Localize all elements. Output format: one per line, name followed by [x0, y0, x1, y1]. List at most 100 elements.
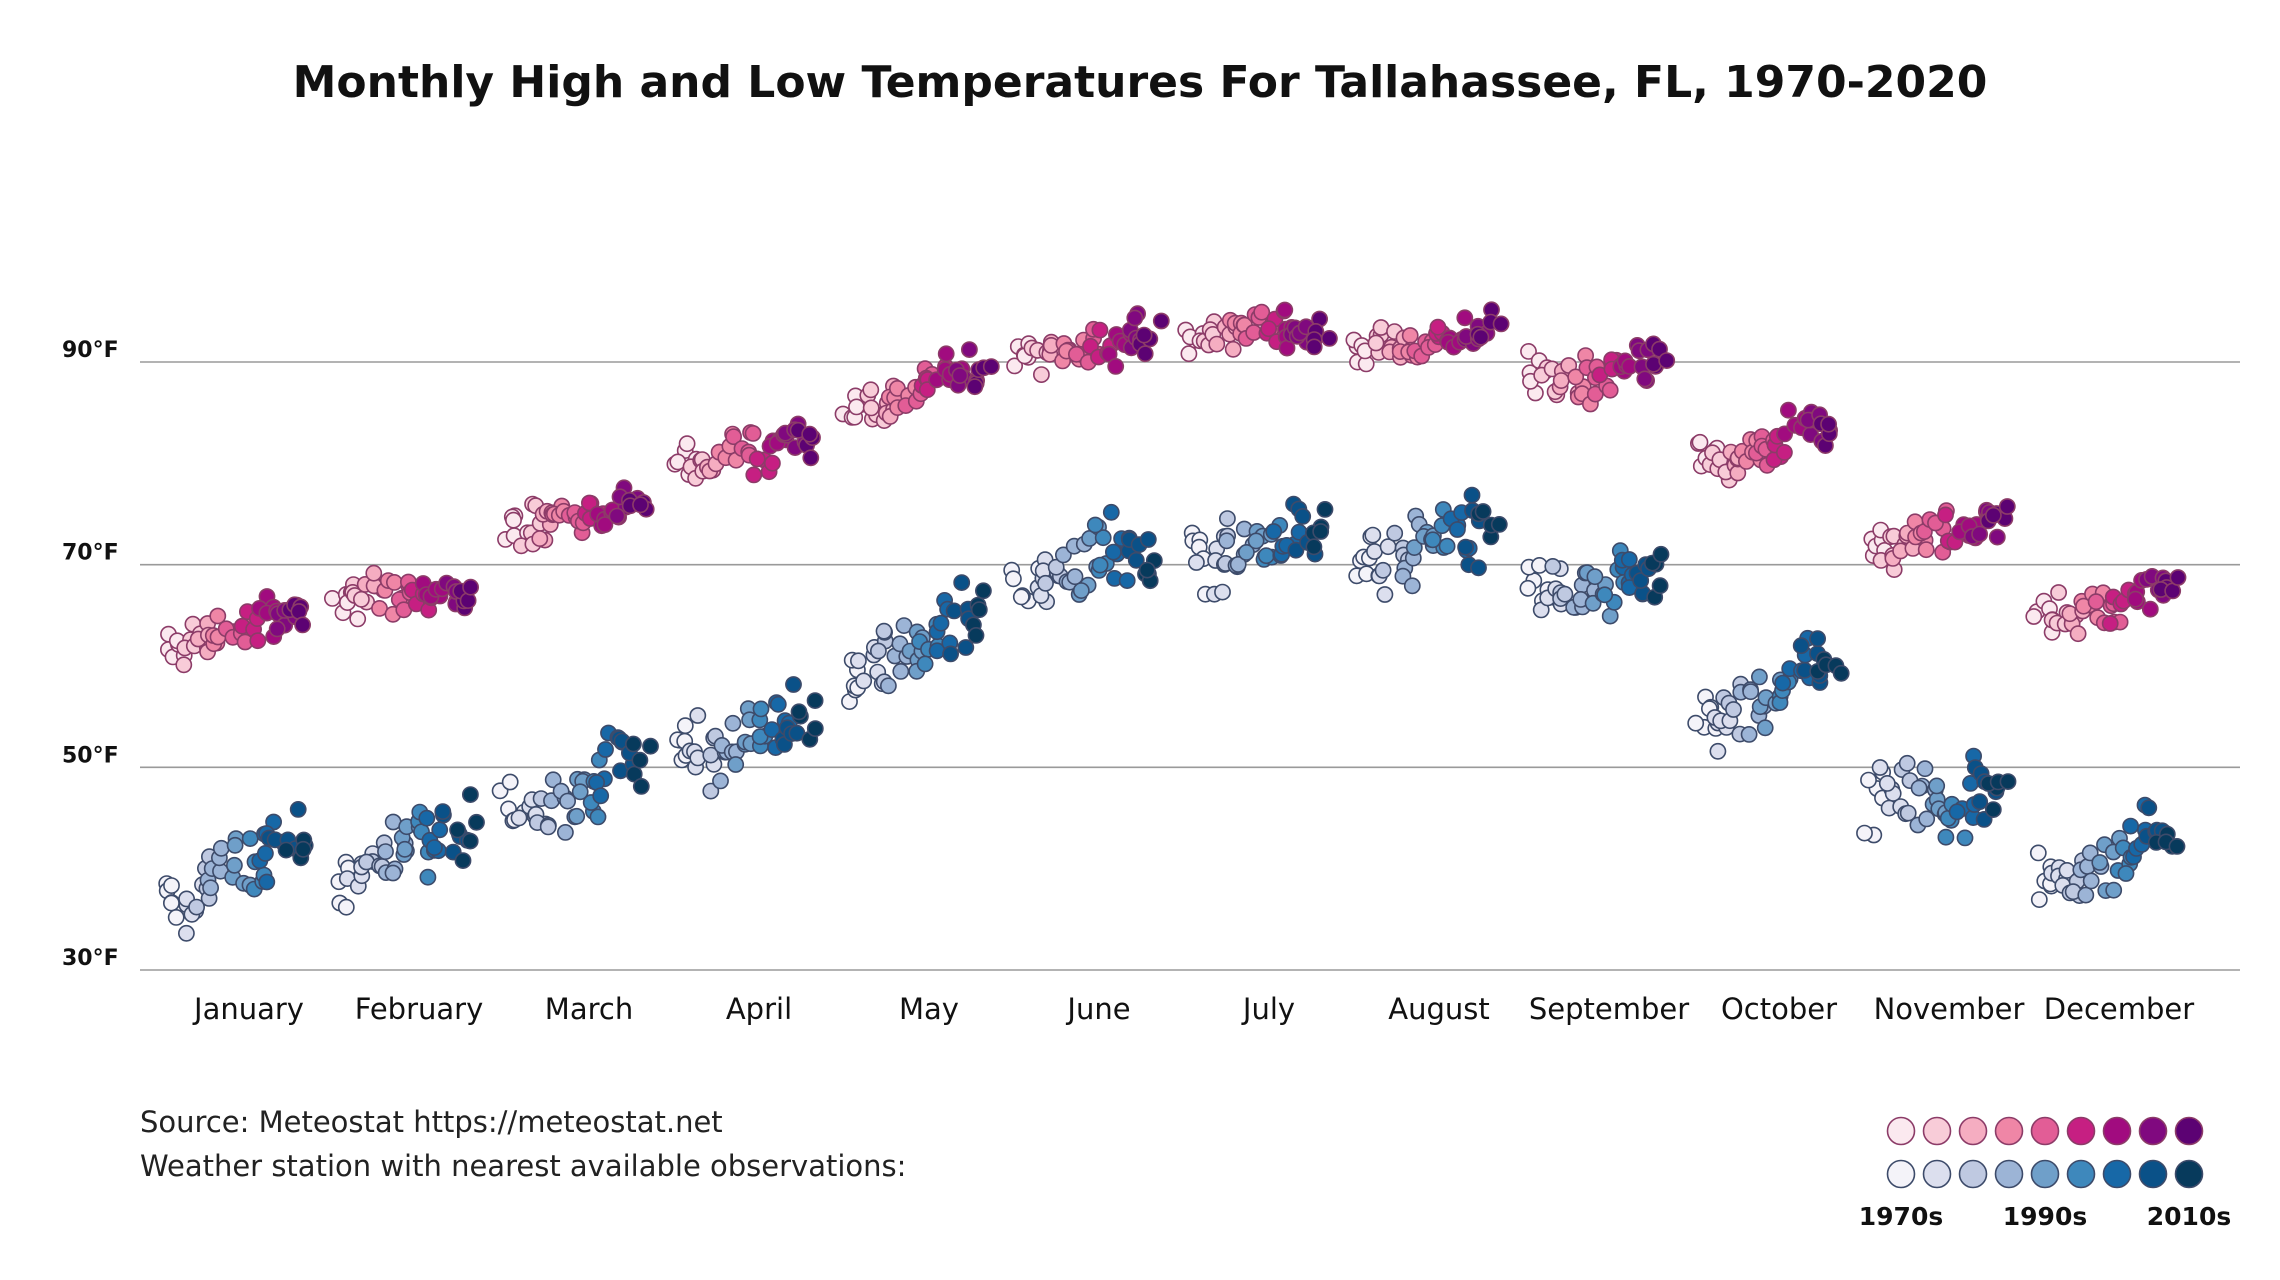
low-temp-point: [2077, 886, 2095, 904]
legend-low-swatch: [1886, 1159, 1916, 1189]
legend-low-swatch: [1958, 1159, 1988, 1189]
low-temp-point: [1376, 586, 1394, 603]
low-temp-point: [625, 765, 643, 783]
chart-title: Monthly High and Low Temperatures For Ta…: [293, 57, 1988, 108]
low-temp-point: [892, 663, 910, 680]
legend-high-swatch: [2066, 1116, 2096, 1146]
low-temp-point: [970, 601, 988, 619]
high-temp-point: [862, 399, 880, 417]
low-temp-point: [539, 818, 557, 836]
low-temp-point: [769, 695, 787, 713]
y-tick-label: 70°F: [62, 541, 119, 566]
low-temp-point: [1809, 630, 1826, 648]
low-temp-point: [1127, 551, 1145, 569]
high-temp-point: [2025, 608, 2043, 625]
high-temp-point: [352, 590, 370, 608]
high-temp-point: [175, 656, 193, 674]
low-temp-point: [510, 809, 528, 827]
low-temp-point: [724, 714, 742, 732]
low-temp-point: [1287, 541, 1305, 559]
high-temp-point: [2050, 584, 2067, 601]
low-temp-point: [1072, 582, 1090, 599]
high-temp-point: [744, 424, 762, 442]
low-temp-point: [953, 574, 971, 591]
high-temp-point: [1780, 401, 1797, 419]
low-temp-point: [571, 783, 589, 801]
low-temp-point: [1898, 754, 1916, 772]
low-temp-point: [1937, 828, 1955, 846]
y-tick-label: 30°F: [62, 946, 119, 971]
legend-decade-label: 2010s: [2147, 1202, 2231, 1231]
high-temp-point: [745, 466, 763, 484]
low-temp-point: [1474, 503, 1492, 520]
low-temp-point: [642, 737, 659, 755]
high-temp-point: [1552, 372, 1570, 389]
low-temp-point: [1956, 829, 1974, 847]
high-temp-point: [2069, 625, 2087, 643]
high-temp-point: [505, 511, 522, 529]
low-temp-point: [1037, 574, 1054, 592]
low-temp-point: [1596, 586, 1614, 604]
low-temp-point: [1305, 538, 1323, 556]
low-temp-point: [2122, 817, 2139, 835]
low-temp-point: [559, 792, 576, 810]
legend-low-swatch: [1994, 1159, 2024, 1189]
high-temp-point: [1998, 498, 2016, 515]
high-temp-point: [294, 616, 311, 634]
legend-high-swatch: [1994, 1116, 2024, 1146]
low-temp-point: [1928, 777, 1946, 795]
low-temp-point: [1424, 531, 1442, 549]
high-temp-point: [748, 450, 766, 468]
legend-low-swatch: [2030, 1159, 2060, 1189]
gridlines: [140, 361, 2240, 971]
low-temp-point: [1774, 674, 1792, 692]
low-temp-point: [1138, 561, 1156, 579]
low-temp-point: [2082, 872, 2100, 890]
low-temp-point: [1519, 579, 1537, 597]
low-temp-point: [1984, 801, 2002, 818]
low-temp-point: [1091, 556, 1109, 574]
low-temp-point: [337, 898, 355, 916]
low-temp-point: [2117, 865, 2135, 882]
low-temp-point: [1374, 561, 1392, 579]
high-temp-point: [1180, 345, 1198, 363]
low-temp-point: [676, 717, 694, 735]
high-temp-point: [2169, 569, 2187, 586]
low-temp-point: [1620, 551, 1638, 568]
low-temp-point: [177, 924, 195, 942]
low-temp-point: [850, 652, 867, 670]
low-temp-point: [967, 627, 985, 644]
high-temp-point: [2141, 600, 2159, 618]
low-temp-point: [1012, 588, 1030, 606]
low-temp-point: [468, 813, 485, 831]
low-temp-point: [1219, 510, 1236, 527]
legend-low-swatch: [2066, 1159, 2096, 1189]
low-temp-point: [1055, 546, 1072, 564]
data-points: [158, 301, 2187, 942]
low-temp-point: [557, 824, 574, 841]
low-temp-point: [277, 841, 295, 859]
legend-high-swatch: [1922, 1116, 1952, 1146]
high-temp-point: [1136, 345, 1154, 363]
low-temp-point: [1910, 779, 1928, 797]
low-temp-point: [449, 821, 466, 839]
high-temp-point: [1601, 381, 1619, 399]
low-temp-point: [1756, 719, 1774, 737]
y-tick-label: 90°F: [62, 338, 119, 363]
high-temp-point: [268, 620, 286, 638]
low-temp-point: [916, 655, 934, 673]
low-temp-point: [597, 741, 614, 758]
x-tick-label: May: [899, 992, 959, 1026]
low-temp-point: [975, 582, 992, 600]
low-temp-point: [712, 772, 729, 790]
low-temp-point: [1999, 773, 2017, 790]
low-temp-point: [1188, 554, 1205, 571]
high-temp-point: [1567, 368, 1585, 386]
low-temp-point: [377, 843, 394, 860]
high-temp-point: [608, 507, 626, 525]
low-temp-point: [702, 782, 720, 800]
high-temp-point: [1321, 329, 1338, 347]
low-temp-point: [188, 898, 205, 916]
low-temp-point: [1725, 701, 1742, 718]
low-temp-point: [1364, 526, 1382, 544]
